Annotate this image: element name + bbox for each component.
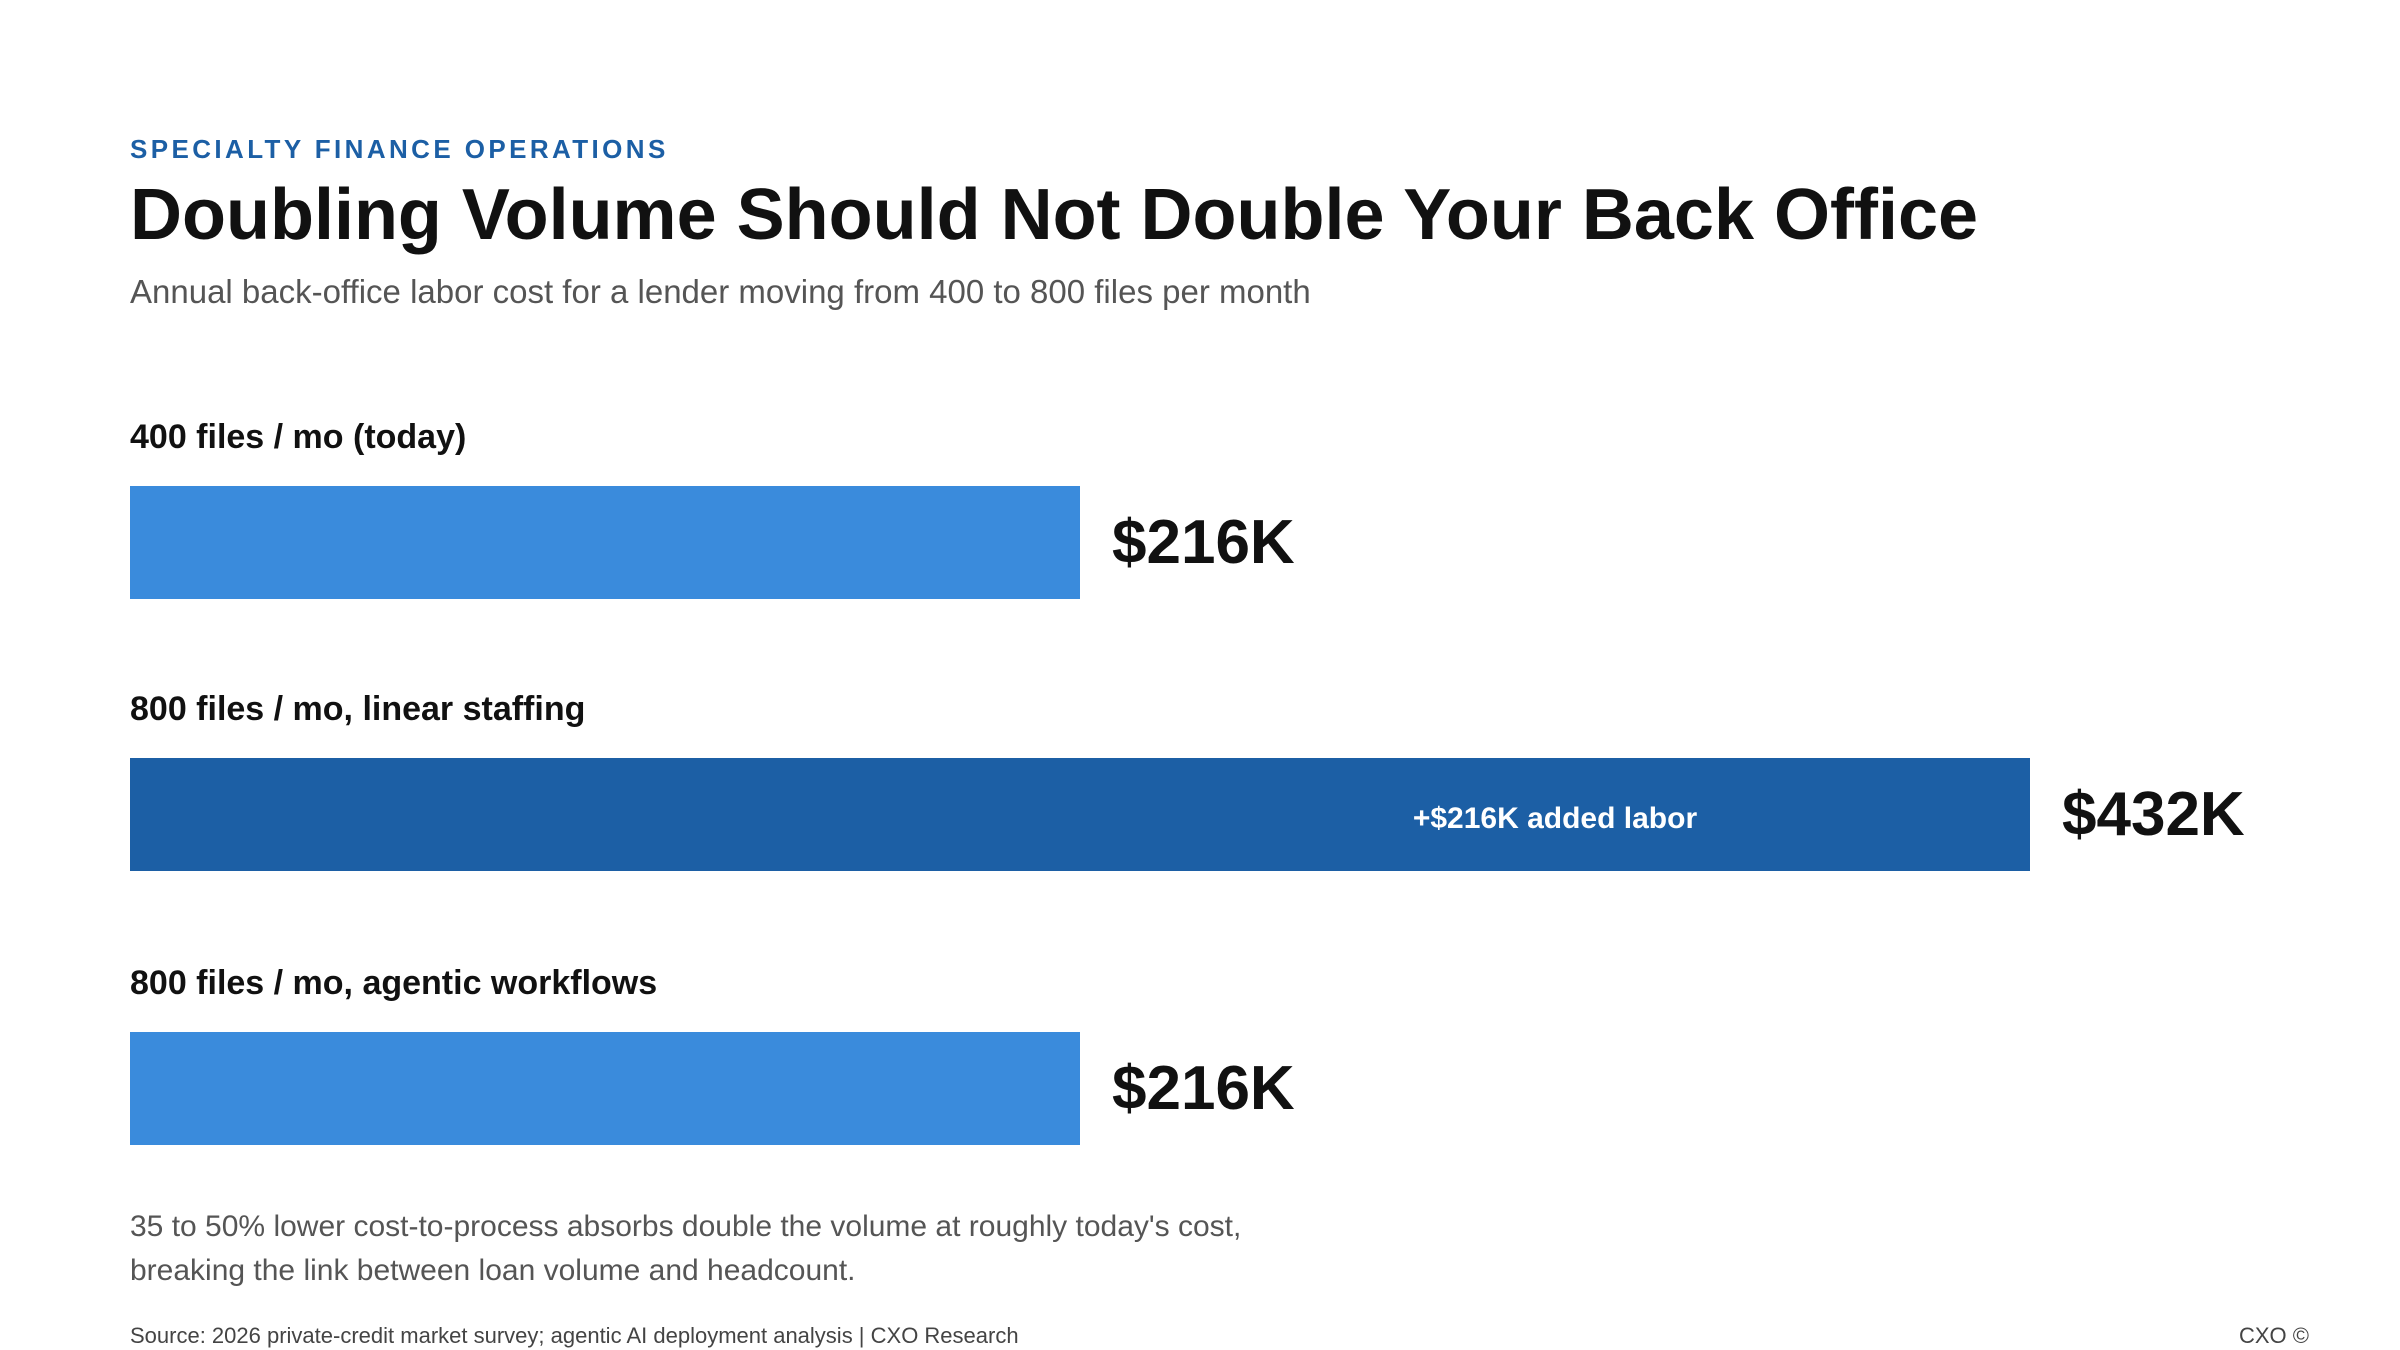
category-label: 400 files / mo (today)	[130, 418, 467, 456]
source-text: Source: 2026 private-credit market surve…	[130, 1323, 1019, 1348]
bar	[130, 1032, 1080, 1145]
brand-mark: CXO ©	[2239, 1323, 2309, 1348]
value-label: $216K	[1112, 508, 1295, 577]
category-label: 800 files / mo, agentic workflows	[130, 964, 658, 1002]
eyebrow-label: SPECIALTY FINANCE OPERATIONS	[130, 134, 669, 164]
takeaway-note-line-1: 35 to 50% lower cost-to-process absorbs …	[130, 1210, 1242, 1243]
bar: +$216K added labor	[130, 758, 2030, 871]
bar-annotation: +$216K added labor	[1412, 801, 1698, 835]
value-label: $216K	[1112, 1054, 1295, 1123]
bar	[130, 486, 1080, 599]
chart-title: Doubling Volume Should Not Double Your B…	[130, 175, 1979, 255]
chart-subtitle: Annual back-office labor cost for a lend…	[130, 273, 1311, 310]
takeaway-note: 35 to 50% lower cost-to-process absorbs …	[130, 1205, 1241, 1293]
category-label: 800 files / mo, linear staffing	[130, 690, 586, 728]
takeaway-note-line-2: breaking the link between loan volume an…	[130, 1254, 856, 1287]
value-label: $432K	[2062, 780, 2245, 849]
